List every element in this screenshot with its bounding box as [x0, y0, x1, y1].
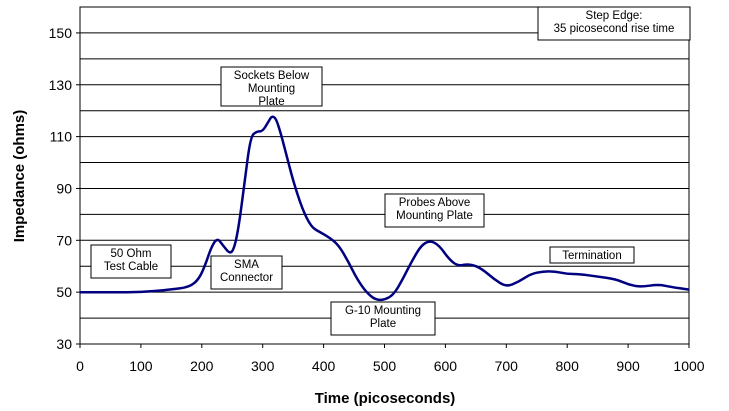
annotation-text: Sockets Below	[234, 70, 310, 82]
plot-area	[80, 7, 689, 344]
annotation-step-edge: Step Edge:35 picosecond rise time	[537, 6, 691, 41]
annotation-box	[210, 255, 283, 290]
annotation-text: 35 picosecond rise time	[554, 23, 675, 35]
annotation-text: Termination	[562, 250, 621, 262]
y-tick-label: 110	[50, 129, 73, 145]
x-tick-label: 500	[373, 358, 397, 374]
y-tick-label: 90	[56, 180, 72, 196]
x-tick-label: 600	[434, 358, 458, 374]
annotation-text: Step Edge:	[586, 10, 643, 22]
x-axis-title: Time (picoseconds)	[315, 390, 456, 407]
annotation-text: SMA	[234, 259, 259, 271]
y-axis-title: Impedance (ohms)	[11, 110, 28, 243]
annotation-text: Connector	[220, 272, 273, 284]
annotation-box	[330, 301, 436, 336]
annotation-text: Mounting Plate	[396, 210, 473, 222]
x-tick-label: 900	[616, 358, 640, 374]
annotation-text: G-10 Mounting	[345, 305, 421, 317]
annotation-box	[90, 244, 172, 279]
y-tick-label: 150	[49, 25, 73, 41]
annotation-text: Probes Above	[399, 197, 471, 209]
annotation-box	[549, 246, 635, 264]
x-tick-label: 700	[495, 358, 519, 374]
annotation-box	[537, 6, 691, 41]
impedance-series-line	[80, 115, 690, 302]
x-tick-label: 0	[76, 358, 84, 374]
annotations: Step Edge:35 picosecond rise time Sockets…	[90, 6, 691, 336]
annotation-box	[220, 66, 323, 107]
annotation-text: Plate	[370, 318, 396, 330]
y-tick-label: 130	[49, 77, 73, 93]
x-axis: 0 100 200 300 400 500 600 700 800 900 1000	[76, 344, 705, 374]
annotation-text: Mounting	[248, 83, 295, 95]
annotation-box	[384, 193, 485, 228]
annotation-termination: Termination	[549, 246, 635, 264]
y-tick-label: 70	[56, 232, 72, 248]
y-tick-label: 50	[56, 284, 72, 300]
x-tick-label: 200	[190, 358, 214, 374]
y-axis: 30 50 70 90 110 130 150	[49, 25, 80, 352]
x-tick-label: 800	[556, 358, 580, 374]
x-tick-label: 1000	[673, 358, 704, 374]
annotation-text: Plate	[258, 96, 284, 108]
x-tick-label: 400	[312, 358, 336, 374]
annotation-text: 50 Ohm	[111, 248, 152, 260]
y-tick-label: 30	[56, 336, 72, 352]
x-tick-label: 100	[129, 358, 153, 374]
annotation-text: Test Cable	[104, 261, 158, 273]
x-tick-label: 300	[251, 358, 275, 374]
